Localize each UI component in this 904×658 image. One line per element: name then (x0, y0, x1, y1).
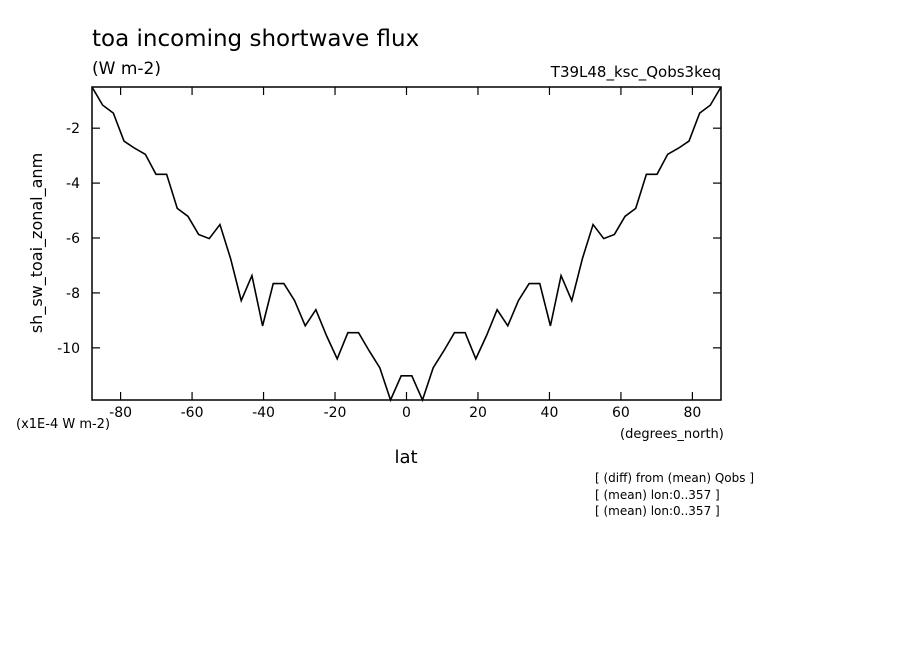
x-tick-label: 80 (683, 405, 701, 421)
note: [ (mean) lon:0..357 ] (595, 488, 720, 502)
run-label: T39L48_ksc_Qobs3keq (550, 63, 721, 82)
x-axis-label: lat (394, 447, 417, 468)
x-tick-label: 20 (469, 405, 487, 421)
x-tick-label: -40 (252, 405, 275, 421)
x-tick-label: 0 (402, 405, 411, 421)
y-tick-label: -2 (66, 121, 80, 137)
x-tick-label: -20 (324, 405, 347, 421)
x-tick-label: -60 (181, 405, 204, 421)
plot-frame (91, 86, 722, 401)
chart-title: toa incoming shortwave flux (92, 26, 419, 52)
note: [ (mean) lon:0..357 ] (595, 504, 720, 518)
y-tick-label: -4 (66, 176, 80, 192)
x-unit: (degrees_north) (620, 427, 724, 442)
y-tick-label: -10 (57, 341, 80, 357)
data-line (91, 86, 722, 403)
note: [ (diff) from (mean) Qobs ] (595, 471, 754, 485)
x-tick-label: 40 (541, 405, 559, 421)
chart-subtitle: (W m-2) (92, 59, 161, 79)
x-tick-label: -80 (109, 405, 132, 421)
y-unit: (x1E-4 W m-2) (16, 417, 110, 432)
y-tick-label: -8 (66, 286, 80, 302)
y-tick-label: -6 (66, 231, 80, 247)
x-tick-label: 60 (612, 405, 630, 421)
y-axis-label: sh_sw_toai_zonal_anm (27, 153, 47, 333)
